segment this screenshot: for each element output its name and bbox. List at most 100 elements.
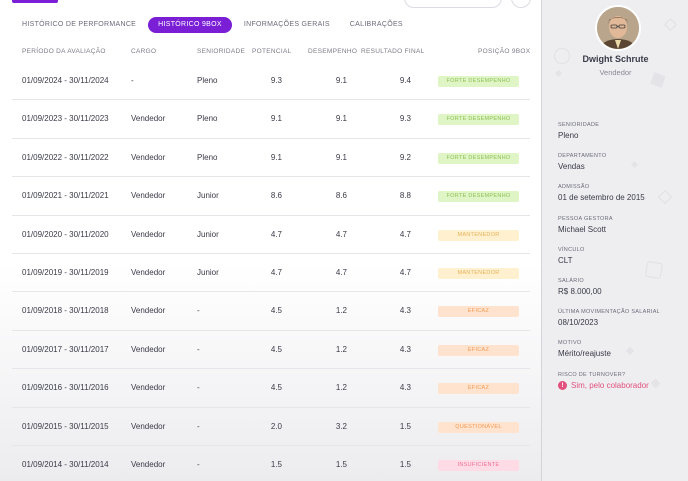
cell-cargo: Vendedor — [131, 114, 166, 124]
cell-cargo: Vendedor — [131, 152, 166, 162]
cell-resultado-final: 4.7 — [399, 229, 411, 239]
profile-field-label: MOTIVO — [558, 340, 582, 347]
cell-cargo: Vendedor — [131, 306, 166, 316]
table-row[interactable]: 01/09/2023 - 30/11/2023 Vendedor Pleno 9.1 9… — [12, 100, 530, 139]
cell-potencial: 4.5 — [270, 383, 282, 393]
profile-field: VÍNCULO CLT — [558, 247, 683, 278]
cell-resultado-final: 4.7 — [399, 267, 411, 277]
profile-field: SENIORIDADE Pleno — [558, 122, 683, 153]
table-row[interactable]: 01/09/2016 - 30/11/2016 Vendedor - 4.5 1.2 4.… — [12, 369, 530, 408]
position-badge: EFICAZ — [438, 344, 519, 356]
cell-cargo: Vendedor — [131, 383, 166, 393]
profile-field-value: Mérito/reajuste — [558, 349, 611, 359]
cell-senioridade: - — [197, 306, 200, 316]
cell-period: 01/09/2020 - 30/11/2020 — [22, 229, 109, 239]
cell-senioridade: Junior — [197, 229, 219, 239]
table-row[interactable]: 01/09/2021 - 30/11/2021 Vendedor Junior 8.6… — [12, 177, 530, 216]
cell-desempenho: 1.2 — [335, 306, 347, 316]
cell-senioridade: - — [197, 421, 200, 431]
cell-desempenho: 9.1 — [335, 76, 347, 85]
table-row[interactable]: 01/09/2018 - 30/11/2018 Vendedor - 4.5 1.2 4.… — [12, 292, 530, 331]
cell-potencial: 4.7 — [270, 229, 282, 239]
cell-potencial: 2.0 — [270, 421, 282, 431]
position-badge: QUESTIONÁVEL — [438, 421, 519, 433]
header-desempenho: DESEMPENHO — [308, 48, 358, 55]
cell-senioridade: - — [197, 344, 200, 354]
profile-field: RISCO DE TURNOVER?! Sim, pelo colaborador — [558, 372, 683, 403]
position-badge: INSUFICIENTE — [438, 459, 519, 471]
cell-potencial: 4.5 — [270, 306, 282, 316]
cell-resultado-final: 9.3 — [399, 114, 411, 124]
table-row[interactable]: 01/09/2015 - 30/11/2015 Vendedor - 2.0 3.2 1.… — [12, 408, 530, 446]
position-badge: FORTE DESEMPENHO — [438, 152, 519, 164]
profile-field: MOTIVO Mérito/reajuste — [558, 340, 683, 371]
profile-field-label: RISCO DE TURNOVER? — [558, 371, 626, 378]
cell-resultado-final: 9.2 — [399, 152, 411, 162]
profile-field-label: PESSOA GESTORA — [558, 215, 613, 222]
header-cargo: CARGO — [131, 48, 157, 55]
position-badge: EFICAZ — [438, 306, 519, 318]
cell-resultado-final: 1.5 — [399, 459, 411, 469]
table-row[interactable]: 01/09/2024 - 30/11/2024 - Pleno 9.3 9.1 9.4 FO… — [12, 62, 530, 101]
cell-desempenho: 1.5 — [335, 459, 347, 469]
profile-sidebar: Dwight Schrute Vendedor SENIORIDADE Pleno… — [541, 0, 688, 481]
cell-cargo: Vendedor — [131, 229, 166, 239]
profile-field-value: 08/10/2023 — [558, 318, 599, 328]
cell-period: 01/09/2021 - 30/11/2021 — [22, 191, 109, 201]
search-input[interactable] — [404, 0, 502, 8]
header-potencial: POTENCIAL — [252, 48, 292, 55]
table-row[interactable]: 01/09/2022 - 30/11/2022 Vendedor Pleno 9.1 9… — [12, 139, 530, 178]
decor-shape — [664, 18, 677, 31]
tab-historico-9box[interactable]: HISTÓRICO 9BOX — [148, 17, 232, 33]
table-row[interactable]: 01/09/2017 - 30/11/2017 Vendedor - 4.5 1.2 4.… — [12, 331, 530, 370]
cell-cargo: Vendedor — [131, 459, 166, 469]
cell-potencial: 8.6 — [270, 191, 282, 201]
cell-potencial: 9.3 — [270, 76, 282, 85]
profile-field-value: R$ 8.000,00 — [558, 286, 602, 296]
table-row[interactable]: 01/09/2020 - 30/11/2020 Vendedor Junior 4.7… — [12, 216, 530, 254]
cell-period: 01/09/2022 - 30/11/2022 — [22, 152, 109, 162]
header-resultado-final: RESULTADO FINAL — [361, 48, 425, 55]
position-badge: FORTE DESEMPENHO — [438, 76, 519, 87]
cell-cargo: - — [131, 76, 134, 85]
cell-period: 01/09/2024 - 30/11/2024 — [22, 76, 109, 85]
table-body: 01/09/2024 - 30/11/2024 - Pleno 9.3 9.1 9.4 FO… — [12, 62, 530, 481]
profile-field-label: SALÁRIO — [558, 277, 584, 284]
decor-shape — [554, 48, 570, 64]
cell-potencial: 1.5 — [270, 459, 282, 469]
top-action-button[interactable] — [511, 0, 531, 8]
cell-senioridade: Junior — [197, 267, 219, 277]
cell-desempenho: 1.2 — [335, 344, 347, 354]
turnover-risk-text: Sim, pelo colaborador — [571, 380, 649, 390]
cell-desempenho: 9.1 — [335, 114, 347, 124]
cell-period: 01/09/2023 - 30/11/2023 — [22, 114, 109, 124]
cell-resultado-final: 8.8 — [399, 191, 411, 201]
profile-fields: SENIORIDADE Pleno DEPARTAMENTO Vendas ADMISS… — [558, 122, 683, 403]
position-badge: FORTE DESEMPENHO — [438, 191, 519, 203]
cell-desempenho: 8.6 — [335, 191, 347, 201]
header-senioridade: SENIORIDADE — [197, 48, 246, 55]
cell-senioridade: Pleno — [197, 114, 218, 124]
position-badge: MANTENEDOR — [438, 229, 519, 241]
profile-field-label: DEPARTAMENTO — [558, 153, 607, 160]
cell-period: 01/09/2014 - 30/11/2014 — [22, 459, 109, 469]
cell-period: 01/09/2018 - 30/11/2018 — [22, 306, 109, 316]
table-row[interactable]: 01/09/2019 - 30/11/2019 Vendedor Junior 4.7… — [12, 254, 530, 293]
position-badge: EFICAZ — [438, 383, 519, 395]
cell-desempenho: 4.7 — [335, 229, 347, 239]
cell-potencial: 9.1 — [270, 114, 282, 124]
profile-field-value: CLT — [558, 255, 573, 265]
position-badge: MANTENEDOR — [438, 267, 519, 279]
avatar — [595, 5, 641, 51]
top-tab-indicator — [12, 0, 58, 3]
table-header: PERÍODO DA AVALIAÇÃO CARGO SENIORIDADE P… — [0, 48, 541, 58]
tab-historico-performance[interactable]: HISTÓRICO DE PERFORMANCE — [22, 21, 137, 28]
header-period: PERÍODO DA AVALIAÇÃO — [22, 48, 106, 55]
cell-cargo: Vendedor — [131, 267, 166, 277]
profile-field-label: ADMISSÃO — [558, 184, 590, 191]
tab-informacoes-gerais[interactable]: INFORMAÇÕES GERAIS — [243, 21, 330, 28]
profile-field: PESSOA GESTORA Michael Scott — [558, 216, 683, 247]
table-row[interactable]: 01/09/2014 - 30/11/2014 Vendedor - 1.5 1.5 1.… — [12, 446, 530, 481]
tab-calibracoes[interactable]: CALIBRAÇÕES — [349, 21, 403, 28]
cell-cargo: Vendedor — [131, 421, 166, 431]
